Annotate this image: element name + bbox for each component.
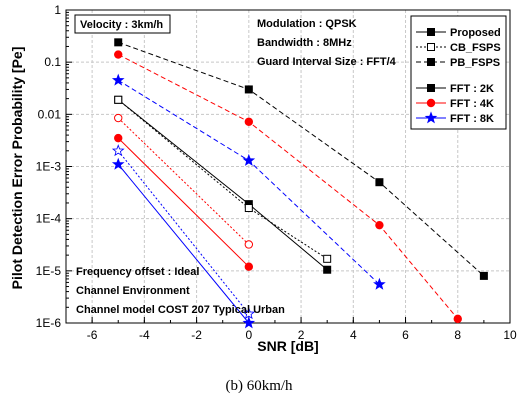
legend-label: CB_FSPS — [450, 42, 501, 54]
series-group — [111, 38, 488, 329]
series-line — [117, 117, 250, 245]
series-9 — [111, 157, 256, 329]
square-marker — [427, 43, 435, 51]
figure-caption: (b) 60km/h — [225, 378, 293, 394]
velocity-label: Velocity : 3km/h — [80, 19, 163, 31]
star-marker — [424, 111, 438, 124]
circle-marker — [375, 220, 384, 230]
legend-label: Proposed — [450, 27, 501, 39]
modulation-label: Modulation : QPSK — [257, 18, 357, 30]
chart: -6 -4 -2 0 2 4 6 8 10 1E-6 1E-5 1E-4 1E-3 0.01 0.1 1 SN… — [9, 3, 517, 354]
channel-model-label: Channel model COST 207 Typical Urban — [76, 304, 285, 316]
series-line — [118, 41, 485, 277]
circle-marker — [114, 50, 123, 59]
bandwidth-label: Bandwidth : 8MHz — [257, 37, 352, 49]
square-marker — [375, 178, 384, 187]
circle-marker — [453, 314, 462, 324]
legend-box — [410, 15, 507, 130]
circle-marker — [244, 117, 254, 126]
x-tick-label: 8 — [454, 328, 461, 342]
circle-marker — [244, 262, 254, 271]
y-axis-title: Pilot Detection Error Probability [Pe] — [9, 47, 25, 290]
legend-label: FFT : 4K — [450, 98, 494, 110]
square-marker — [323, 265, 332, 274]
square-marker — [244, 204, 253, 213]
series-6 — [114, 113, 254, 249]
circle-marker — [244, 240, 254, 249]
y-tick-label: 1E-6 — [36, 316, 62, 330]
y-tick-label: 0.01 — [38, 107, 62, 121]
guard-interval-label: Guard Interval Size : FFT/4 — [257, 56, 397, 68]
axis-ticks: -6 -4 -2 0 2 4 6 8 10 1E-6 1E-5 1E-4 1E-3 0.01 0.1 1 — [36, 3, 517, 342]
circle-marker — [114, 113, 123, 123]
series-7 — [114, 133, 254, 271]
legend-label: PB_FSPS — [450, 57, 500, 69]
environment-annotation: Frequency offset : Ideal Channel Environ… — [76, 266, 285, 316]
circle-marker — [426, 98, 436, 108]
x-tick-label: 6 — [402, 328, 409, 342]
square-marker — [323, 254, 332, 263]
square-marker — [427, 28, 435, 36]
x-tick-label: -4 — [139, 328, 150, 342]
legend-label: FFT : 2K — [450, 83, 494, 95]
velocity-annotation: Velocity : 3km/h — [74, 14, 171, 34]
star-marker — [111, 144, 125, 157]
series-4 — [114, 95, 332, 274]
legend-label: FFT : 8K — [450, 113, 494, 125]
series-2 — [114, 50, 462, 324]
series-line — [118, 54, 459, 320]
square-marker — [114, 38, 123, 47]
x-tick-label: 10 — [503, 328, 517, 342]
star-marker — [111, 73, 125, 86]
channel-environment-label: Channel Environment — [76, 285, 190, 297]
square-marker — [427, 84, 435, 92]
x-tick-label: 2 — [298, 328, 305, 342]
y-tick-label: 1E-5 — [36, 264, 62, 278]
y-tick-label: 1E-4 — [36, 212, 62, 226]
series-5 — [114, 95, 332, 263]
square-marker — [114, 95, 123, 104]
square-marker — [479, 271, 488, 280]
series-line — [117, 99, 328, 260]
star-marker — [242, 153, 256, 166]
frequency-offset-label: Frequency offset : Ideal — [76, 266, 199, 278]
series-3 — [111, 73, 386, 290]
series-line — [117, 150, 250, 315]
star-marker — [373, 277, 386, 290]
square-marker — [244, 85, 253, 94]
series-line — [117, 137, 250, 268]
y-tick-label: 1 — [54, 3, 61, 17]
series-8 — [111, 144, 256, 320]
x-tick-label: 0 — [245, 328, 252, 342]
y-tick-label: 1E-3 — [36, 160, 62, 174]
x-tick-label: -2 — [191, 328, 202, 342]
star-marker — [242, 316, 256, 329]
square-marker — [427, 58, 435, 66]
series-line — [117, 164, 250, 324]
circle-marker — [114, 133, 123, 143]
legend: Proposed CB_FSPS PB_FSPS FFT : 2K FFT : 4K FF… — [410, 15, 507, 130]
x-tick-label: 4 — [350, 328, 357, 342]
legend-items: Proposed CB_FSPS PB_FSPS FFT : 2K FFT : 4K FF… — [416, 27, 501, 125]
parameters-annotation: Modulation : QPSK Bandwidth : 8MHz Guard… — [257, 18, 397, 68]
series-1 — [114, 38, 488, 280]
x-axis-title: SNR [dB] — [257, 338, 318, 354]
y-tick-label: 0.1 — [44, 55, 61, 69]
star-marker — [242, 307, 256, 320]
x-tick-label: -6 — [87, 328, 98, 342]
star-marker — [111, 157, 125, 170]
